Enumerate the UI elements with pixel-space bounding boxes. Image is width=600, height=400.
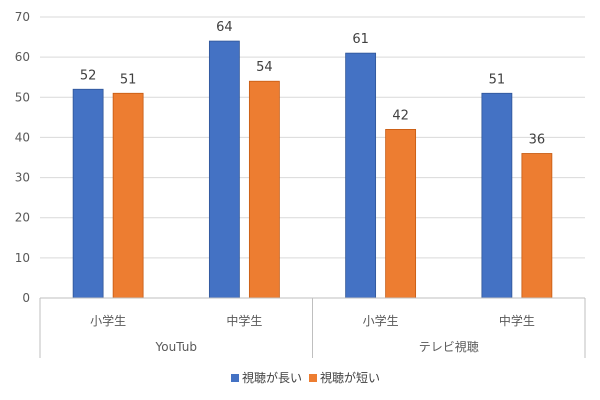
x-axis: 小学生 中学生 小学生 中学生 YouTub テレビ視聴 [39,297,586,358]
legend-swatch [231,374,239,382]
legend-label: 視聴が短い [320,370,380,385]
data-label: 36 [529,132,546,147]
y-tick-label: 70 [15,10,30,24]
bar [345,52,377,299]
y-tick-label: 10 [15,251,30,265]
bar [385,128,417,299]
bar [112,92,144,299]
x-category-label: 中学生 [499,313,535,328]
data-label: 52 [80,68,97,83]
y-tick-label: 30 [15,171,30,185]
data-label: 51 [489,72,506,87]
x-group-label: YouTub [155,340,197,354]
y-tick-label: 50 [15,90,30,104]
legend-swatch [309,374,317,382]
x-category-label: 小学生 [90,313,126,328]
data-label: 64 [216,20,233,35]
data-label: 61 [352,32,369,47]
y-tick-label: 60 [15,50,30,64]
bar [72,88,104,299]
bars [72,40,553,299]
bar [521,153,553,299]
legend-label: 視聴が長い [242,370,302,385]
x-category-label: 中学生 [226,313,262,328]
x-group-label: テレビ視聴 [419,339,479,354]
data-label: 54 [256,60,273,75]
y-tick-label: 0 [22,291,30,305]
y-axis-tick-labels: 0 10 20 30 40 50 60 70 [15,10,30,305]
bar [248,80,280,299]
x-category-label: 小学生 [363,313,399,328]
data-label: 51 [120,72,137,87]
bar [208,40,240,299]
y-tick-label: 40 [15,130,30,144]
data-label: 42 [392,108,409,123]
data-labels: 52 51 64 54 61 42 51 36 [80,20,545,147]
legend: 視聴が長い 視聴が短い [231,370,380,385]
y-tick-label: 20 [15,211,30,225]
bar [481,92,513,299]
